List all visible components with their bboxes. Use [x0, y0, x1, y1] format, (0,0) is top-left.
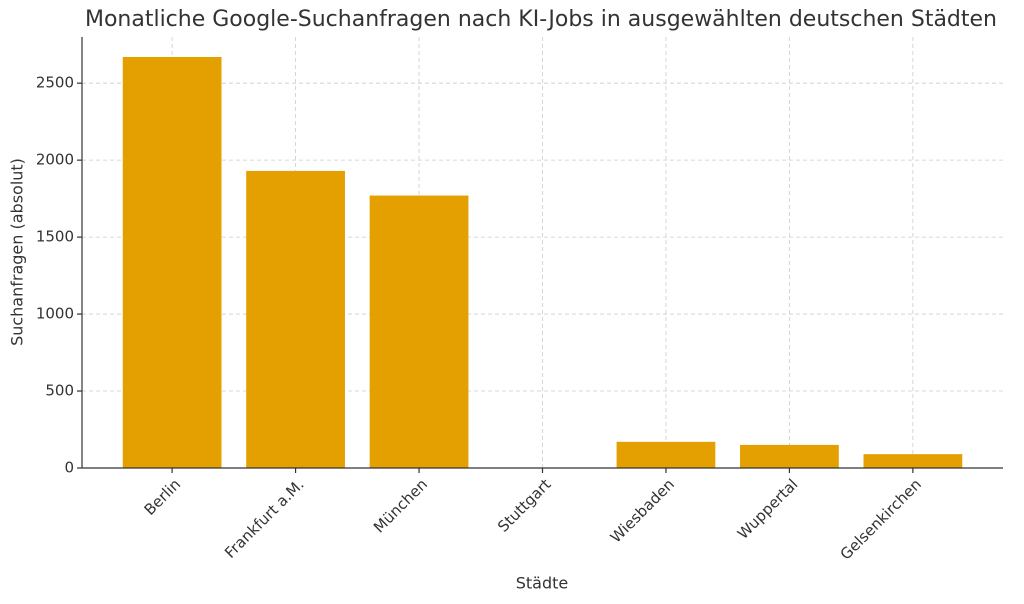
- y-tick-label: 1500: [36, 228, 74, 246]
- y-tick-label: 2000: [36, 151, 74, 169]
- bar: [616, 441, 716, 468]
- chart-title: Monatliche Google-Suchanfragen nach KI-J…: [85, 7, 997, 32]
- x-tick-label: Wuppertal: [734, 475, 802, 543]
- y-tick-label: 2500: [36, 74, 74, 92]
- x-tick-label: Berlin: [141, 475, 185, 519]
- x-tick-label: Wiesbaden: [607, 475, 678, 546]
- x-tick-label: Gelsenkirchen: [837, 475, 925, 563]
- y-tick-label: 0: [64, 459, 74, 477]
- x-tick-label: Stuttgart: [494, 475, 554, 535]
- bar: [246, 170, 345, 469]
- y-axis-label: Suchanfragen (absolut): [8, 158, 27, 346]
- y-tick-label: 500: [45, 382, 74, 400]
- x-tick-label: München: [370, 475, 431, 536]
- y-tick-label: 1000: [36, 305, 74, 323]
- bar: [369, 195, 469, 468]
- x-tick-label: Frankfurt a.M.: [221, 475, 308, 562]
- bar: [863, 454, 963, 468]
- bar: [122, 57, 222, 469]
- x-axis-label: Städte: [516, 574, 569, 593]
- bar: [740, 444, 839, 468]
